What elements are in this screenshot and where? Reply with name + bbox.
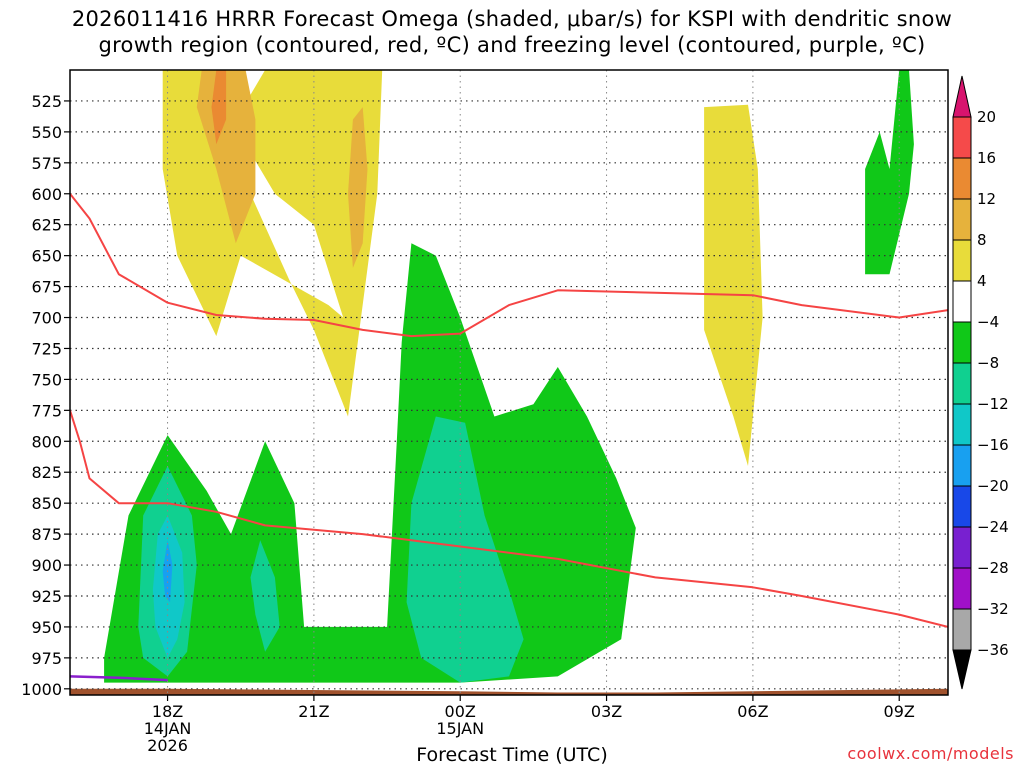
plot-frame	[69, 69, 949, 696]
y-tick-label-650: 650	[31, 247, 62, 266]
omega-region-neg8-9	[406, 416, 524, 683]
chart-title: 2026011416 HRRR Forecast Omega (shaded, …	[0, 6, 1024, 58]
colorbar-swatch-8	[952, 444, 972, 487]
colorbar-label-2: 12	[977, 190, 996, 208]
colorbar-label-1: 16	[977, 149, 996, 167]
colorbar-swatch-12	[952, 608, 972, 651]
freezing-level-contour	[70, 675, 168, 682]
y-tick-label-825: 825	[31, 463, 62, 482]
dgz-upper-contour	[70, 193, 948, 338]
y-tick-label-975: 975	[31, 649, 62, 668]
grid	[70, 70, 948, 695]
omega-region-4-0	[162, 70, 383, 417]
ground-surface	[70, 688, 948, 695]
colorbar-label-4: 4	[977, 272, 987, 290]
x-tick-label-18Z: 18Z	[152, 702, 183, 721]
y-tick-label-875: 875	[31, 525, 62, 544]
y-tick-label-700: 700	[31, 309, 62, 328]
y-tick-label-900: 900	[31, 556, 62, 575]
colorbar-label-0: 20	[977, 108, 996, 126]
colorbar-swatch-4	[952, 280, 972, 323]
x-tick-year-18Z: 2026	[147, 736, 188, 755]
colorbar-label-8: −16	[977, 436, 1009, 454]
colorbar-swatch-11	[952, 567, 972, 610]
colorbar-bottom-arrow	[952, 649, 972, 690]
axes: 525 550 575 600 625 650 675 700 725 750 775 800 825 8…	[21, 69, 949, 755]
colorbar-swatch-1	[952, 157, 972, 200]
colorbar-swatch-2	[952, 198, 972, 241]
colorbar-label-13: −36	[977, 641, 1009, 659]
omega-region-4-1	[704, 104, 763, 466]
colorbar-swatch-7	[952, 403, 972, 446]
omega-region-8-2	[196, 70, 256, 244]
colorbar-label-10: −24	[977, 518, 1009, 536]
colorbar-swatch-10	[952, 526, 972, 569]
y-tick-label-1000: 1000	[21, 680, 62, 699]
x-tick-label-00Z: 00Z	[445, 702, 476, 721]
y-tick-label-550: 550	[31, 123, 62, 142]
colorbar-label-9: −20	[977, 477, 1009, 495]
colorbar-label-3: 8	[977, 231, 987, 249]
colorbar-label-6: −8	[977, 354, 999, 372]
x-tick-label-09Z: 09Z	[884, 702, 915, 721]
y-tick-label-625: 625	[31, 216, 62, 235]
chart-title-line2: growth region (contoured, red, ºC) and f…	[98, 33, 926, 57]
omega-region-neg4-6	[865, 70, 914, 275]
y-tick-label-750: 750	[31, 370, 62, 389]
x-tick-date-18Z: 14JAN	[144, 719, 192, 738]
x-tick-label-06Z: 06Z	[737, 702, 768, 721]
colorbar-label-11: −28	[977, 559, 1009, 577]
y-tick-label-950: 950	[31, 618, 62, 637]
colorbar-label-12: −32	[977, 600, 1009, 618]
y-tick-label-600: 600	[31, 185, 62, 204]
y-tick-label-675: 675	[31, 278, 62, 297]
colorbar: 20 16 12 8 4 −4 −8 −12 −16 −20 −24 −28 −32 −36	[952, 75, 1009, 690]
omega-region-neg8-8	[250, 540, 280, 652]
y-tick-label-775: 775	[31, 401, 62, 420]
colorbar-swatch-3	[952, 239, 972, 282]
y-tick-label-850: 850	[31, 494, 62, 513]
y-tick-label-800: 800	[31, 432, 62, 451]
x-tick-date-00Z: 15JAN	[436, 719, 484, 738]
colorbar-label-5: −4	[977, 313, 999, 331]
y-tick-label-525: 525	[31, 92, 62, 111]
x-tick-label-21Z: 21Z	[298, 702, 329, 721]
credit-link[interactable]: coolwx.com/models	[847, 744, 1014, 763]
colorbar-top-arrow	[952, 75, 972, 118]
colorbar-swatch-5	[952, 321, 972, 364]
y-tick-label-925: 925	[31, 587, 62, 606]
omega-region-8-3	[348, 107, 368, 268]
y-tick-label-725: 725	[31, 339, 62, 358]
chart-title-line1: 2026011416 HRRR Forecast Omega (shaded, …	[71, 7, 953, 31]
contour-lines	[70, 193, 948, 682]
colorbar-swatch-6	[952, 362, 972, 405]
colorbar-swatch-9	[952, 485, 972, 528]
colorbar-swatch-0	[952, 116, 972, 159]
colorbar-label-7: −12	[977, 395, 1009, 413]
x-tick-label-03Z: 03Z	[591, 702, 622, 721]
x-axis-label: Forecast Time (UTC)	[416, 744, 608, 766]
dgz-lower-contour	[70, 409, 948, 628]
omega-region-12-4	[211, 70, 227, 145]
omega-shading	[70, 70, 948, 695]
y-tick-label-575: 575	[31, 154, 62, 173]
